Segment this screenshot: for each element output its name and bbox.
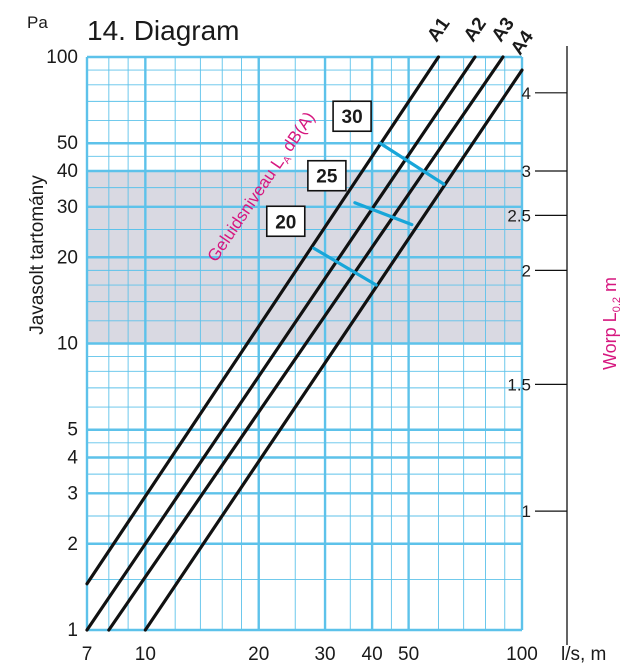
y-tick-label: 40 — [57, 161, 78, 182]
series-label-a2: A2 — [460, 14, 491, 46]
noise-level-box — [332, 100, 372, 133]
grid-layer — [85, 55, 524, 632]
tick-layer: 4 3 2.5 2 1.5 1 1 2 3 4 5 10 20 30 40 50 100 7 10 20 30 40 50 1… — [46, 46, 568, 665]
x-axis-unit-label: l/s, m — [561, 644, 606, 665]
x-tick-label: 30 — [314, 644, 335, 665]
right-axis-label-main: Worp L — [600, 312, 620, 370]
y-axis-label: Javasolt tartomány — [27, 175, 48, 335]
right-axis-label-sub: 0.2 — [611, 297, 623, 312]
y-tick-label: 4 — [67, 448, 78, 469]
noise-level-value: 25 — [316, 167, 338, 188]
right-axis-tick-label: 4 — [522, 84, 531, 103]
y-tick-label: 20 — [57, 247, 78, 268]
x-tick-label: 40 — [362, 644, 383, 665]
noise-level-value: 20 — [275, 212, 296, 233]
right-axis-tick-label: 1.5 — [507, 375, 531, 394]
noise-level-line — [312, 246, 378, 287]
noise-level-box — [265, 205, 306, 238]
y-tick-label: 100 — [46, 47, 78, 68]
chart-title: 14. Diagram — [87, 15, 240, 46]
sound-level-label-sub: A — [281, 154, 294, 166]
right-axis-tick-label: 2.5 — [507, 206, 531, 225]
noise-level-value: 30 — [342, 107, 363, 128]
series-line-a3 — [107, 55, 505, 632]
noise-level-line — [353, 201, 414, 227]
y-tick-label: 5 — [67, 420, 78, 441]
sound-level-label-unit: dB(A) — [276, 108, 319, 159]
y-unit-label: Pa — [27, 13, 48, 32]
y-tick-label: 50 — [57, 133, 78, 154]
x-tick-label: 7 — [82, 644, 93, 665]
noise-level-box — [307, 159, 347, 192]
right-axis-tick-label: 3 — [522, 162, 531, 181]
noise-level-layer: 30 25 20 — [265, 100, 446, 287]
y-tick-label: 2 — [67, 534, 78, 555]
x-tick-label: 50 — [398, 644, 419, 665]
right-axis-label-unit: m — [600, 277, 620, 297]
series-line-a4 — [143, 68, 524, 632]
x-tick-label: 20 — [248, 644, 269, 665]
x-tick-label: 100 — [506, 644, 538, 665]
x-tick-label: 10 — [135, 644, 156, 665]
y-tick-label: 10 — [57, 334, 78, 355]
series-label-a1: A1 — [423, 14, 454, 46]
y-tick-label: 3 — [67, 483, 78, 504]
right-axis-tick-label: 1 — [522, 502, 531, 521]
y-tick-label: 30 — [57, 197, 78, 218]
right-axis-label: Worp L0.2 m — [600, 277, 623, 370]
y-tick-label: 1 — [67, 620, 78, 641]
series-line-a2 — [85, 55, 477, 632]
right-axis-tick-label: 2 — [522, 261, 531, 280]
noise-level-line — [378, 141, 446, 186]
